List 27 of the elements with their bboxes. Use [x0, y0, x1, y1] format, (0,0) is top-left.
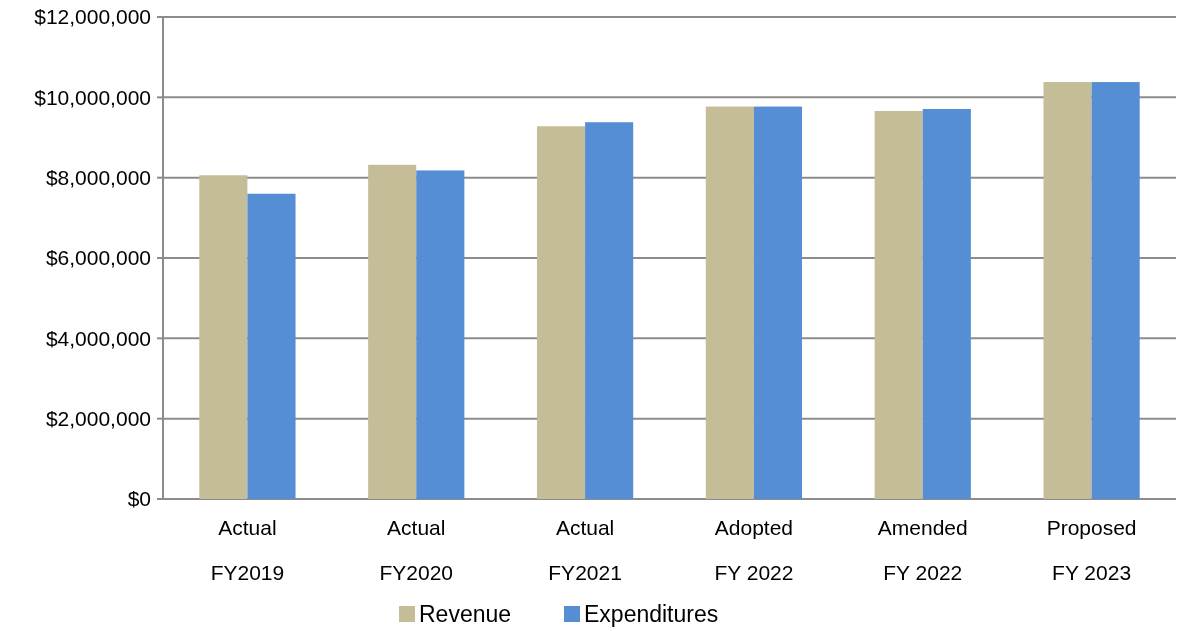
x-tick-label: Actual FY2021 [548, 516, 622, 584]
bar [585, 122, 634, 499]
legend-label: Expenditures [584, 601, 719, 628]
y-tick-label: $2,000,000 [45, 407, 151, 431]
x-tick-label: Amended FY 2022 [877, 516, 968, 584]
y-tick-label: $12,000,000 [34, 5, 151, 29]
y-tick-label: $10,000,000 [34, 85, 151, 109]
x-tick-label: Actual FY2020 [379, 516, 454, 584]
bar [536, 126, 586, 499]
bar [247, 193, 296, 499]
bar [753, 106, 803, 499]
y-tick-label: $0 [127, 487, 151, 511]
x-tick-label: Proposed FY 2023 [1046, 516, 1137, 584]
bar [874, 110, 923, 499]
bar [1091, 82, 1140, 499]
bar [922, 108, 971, 499]
x-tick-label: Actual FY2019 [210, 516, 285, 584]
bar [705, 106, 754, 499]
legend-label: Revenue [419, 601, 512, 628]
bar [199, 175, 248, 499]
bar [416, 170, 465, 499]
x-tick-label: Adopted FY 2022 [714, 516, 794, 584]
bar [1043, 82, 1092, 499]
y-tick-label: $4,000,000 [45, 326, 151, 350]
bar [368, 164, 417, 499]
y-tick-label: $6,000,000 [45, 246, 151, 270]
y-tick-label: $8,000,000 [45, 166, 151, 190]
